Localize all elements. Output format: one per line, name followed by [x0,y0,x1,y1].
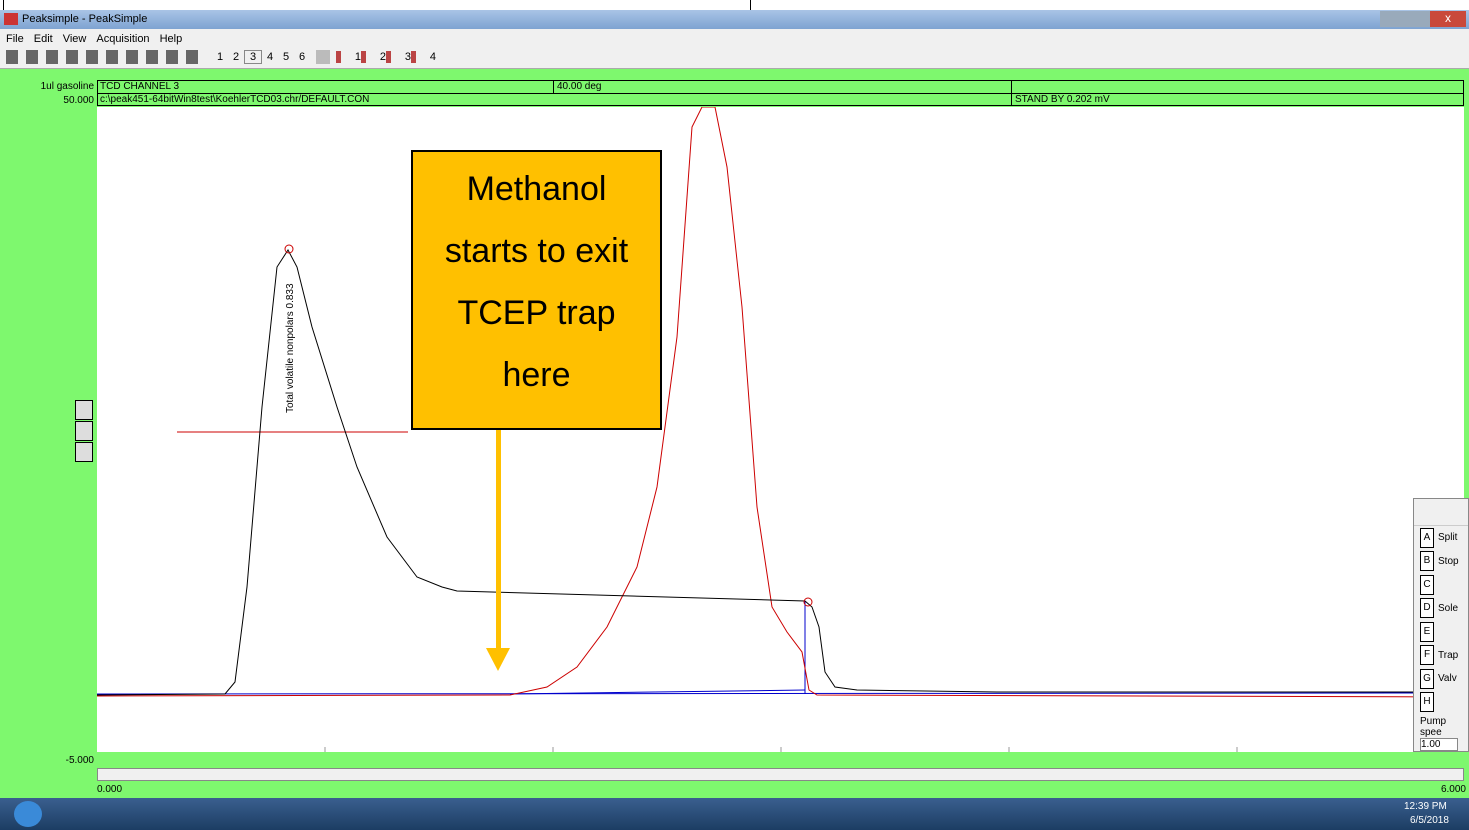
channel-button[interactable]: 3 [244,50,262,64]
sample-name: 1ul gasoline [40,81,94,92]
channel-button[interactable]: 2 [232,51,240,63]
y-max: 50.000 [63,95,94,106]
clock-time: 12:39 PM [1404,801,1447,812]
window-title: Peaksimple - PeakSimple [22,13,148,25]
zoom-reset[interactable] [75,421,93,441]
row-label: Stop [1438,555,1459,567]
panel-row: H [1414,691,1468,715]
panel-row: E [1414,620,1468,644]
menu-item[interactable]: Help [159,33,183,45]
menu-bar: File Edit View Acquisition Help [0,29,1469,47]
baseline-blue [97,692,1463,695]
peak-marker [803,597,813,607]
taskbar: 12:39 PM 6/5/2018 [0,798,1469,830]
plot: Total volatile nonpolars 0.833 [97,107,1464,752]
pump-value[interactable]: 1.00 [1420,738,1458,751]
row-key[interactable]: G [1420,668,1434,689]
menu-item[interactable]: File [6,33,24,45]
file-path: c:\peak451-64bitWin8test\KoehlerTCD03.ch… [100,94,370,105]
plot-area [97,107,1464,752]
panel-row: A Split [1414,526,1468,550]
row-key[interactable]: H [1420,692,1434,713]
zoom-out[interactable] [75,442,93,462]
tool-icons [6,50,206,64]
minimize[interactable] [1380,11,1406,27]
edge-line [750,0,751,12]
info-header: TCD CHANNEL 3 40.00 deg c:\peak451-64bit… [97,80,1464,106]
zoom-buttons [75,400,93,462]
scrollbar[interactable] [97,768,1464,781]
detector-button[interactable]: 3 [386,51,411,63]
clock-date: 6/5/2018 [1410,815,1449,826]
zoom-in[interactable] [75,400,93,420]
y-min: -5.000 [65,755,94,766]
row-label: Split [1438,532,1458,544]
row-label: Trap [1438,649,1459,661]
annotation-line: Methanol [466,170,607,208]
channel-button[interactable]: 5 [282,51,290,63]
row-key[interactable]: E [1420,621,1434,642]
trace-red [97,107,1463,698]
app-icon [4,13,18,25]
arrow-shaft [496,430,501,652]
close[interactable]: x [1430,11,1466,27]
peak-label: Total volatile nonpolars 0.833 [285,283,296,413]
row-label: Sole [1438,602,1459,614]
peak-marker [284,244,294,254]
row-key[interactable]: A [1420,527,1434,548]
panel-header [1414,499,1468,526]
tool-icon [316,50,330,64]
row-key[interactable]: D [1420,598,1434,619]
annotation-line: TCEP trap [457,294,616,332]
channel-button[interactable]: 1 [216,51,224,63]
row-key[interactable]: C [1420,574,1434,595]
detector-button[interactable]: 2 [361,51,386,63]
row-label: Valv [1438,673,1457,685]
panel-row: D Sole [1414,597,1468,621]
channel-button[interactable]: 6 [298,51,306,63]
x-ticks [324,747,1238,752]
baseline-segment [509,689,806,695]
annotation-line: starts to exit [444,232,629,270]
menu-item[interactable]: View [62,33,87,45]
maximize[interactable] [1406,11,1430,27]
pump-label: Pump spee [1420,716,1447,738]
panel-row: F Trap [1414,644,1468,668]
x-max: 6.000 [1440,784,1466,795]
start-button[interactable] [14,801,42,827]
row-key[interactable]: F [1420,645,1434,666]
menu-item[interactable]: Edit [33,33,53,45]
x-min: 0.000 [97,784,123,795]
control-panel: A Split B Stop C D Sole E F Trap G Valv H Pump spee 1.… [1413,498,1469,752]
menu-item[interactable]: Acquisition [96,33,150,45]
channel-button[interactable]: 4 [266,51,274,63]
arrow-head [486,648,510,671]
panel-row: C [1414,573,1468,597]
detector-button[interactable]: 4 [411,51,436,63]
panel-row: B Stop [1414,550,1468,574]
annotation-line: here [502,356,571,394]
row-key[interactable]: B [1420,551,1434,572]
temperature: 40.00 deg [557,81,602,92]
status: STAND BY 0.202 mV [1015,94,1110,105]
annotation-box: Methanol starts to exit TCEP trap here [411,150,662,430]
title-bar: Peaksimple - PeakSimple x [0,10,1469,29]
detector-button[interactable]: 1 [336,51,361,63]
panel-row: G Valv [1414,667,1468,691]
channel: TCD CHANNEL 3 [100,81,180,92]
trace-black [97,249,1462,696]
